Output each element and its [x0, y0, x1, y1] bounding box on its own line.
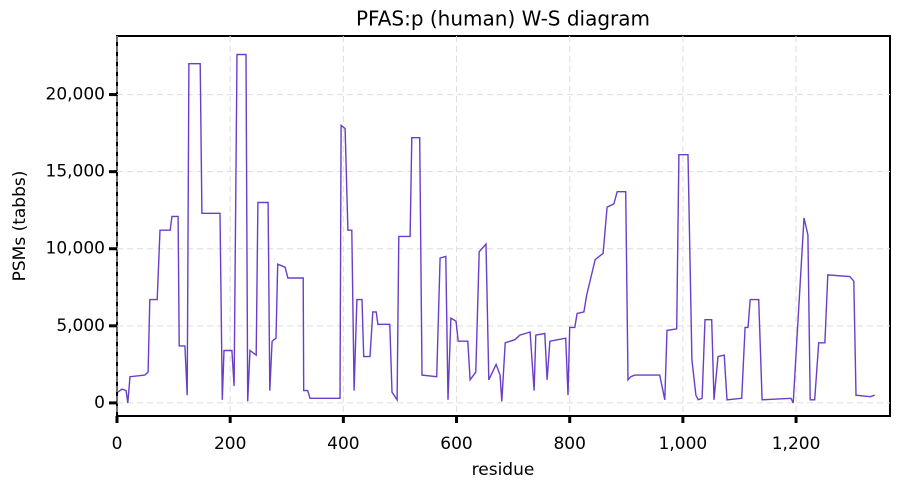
x-tick-label: 400: [327, 434, 359, 454]
y-tick-label: 10,000: [46, 239, 105, 259]
y-tick-label: 15,000: [46, 162, 105, 182]
x-tick-label: 0: [112, 434, 123, 454]
data-line: [117, 53, 875, 404]
y-tick-label: 5,000: [56, 316, 105, 336]
x-tick-label: 600: [440, 434, 472, 454]
y-tick-label: 0: [94, 393, 105, 413]
y-axis-label: PSMs (tabbs): [10, 171, 30, 282]
x-axis-label: residue: [472, 460, 535, 480]
y-tick-label: 20,000: [46, 85, 105, 105]
x-tick-label: 800: [553, 434, 585, 454]
x-tick-label: 200: [214, 434, 246, 454]
x-tick-label: 1,200: [772, 434, 821, 454]
x-tick-label: 1,000: [659, 434, 708, 454]
chart-title: PFAS:p (human) W-S diagram: [356, 7, 650, 31]
